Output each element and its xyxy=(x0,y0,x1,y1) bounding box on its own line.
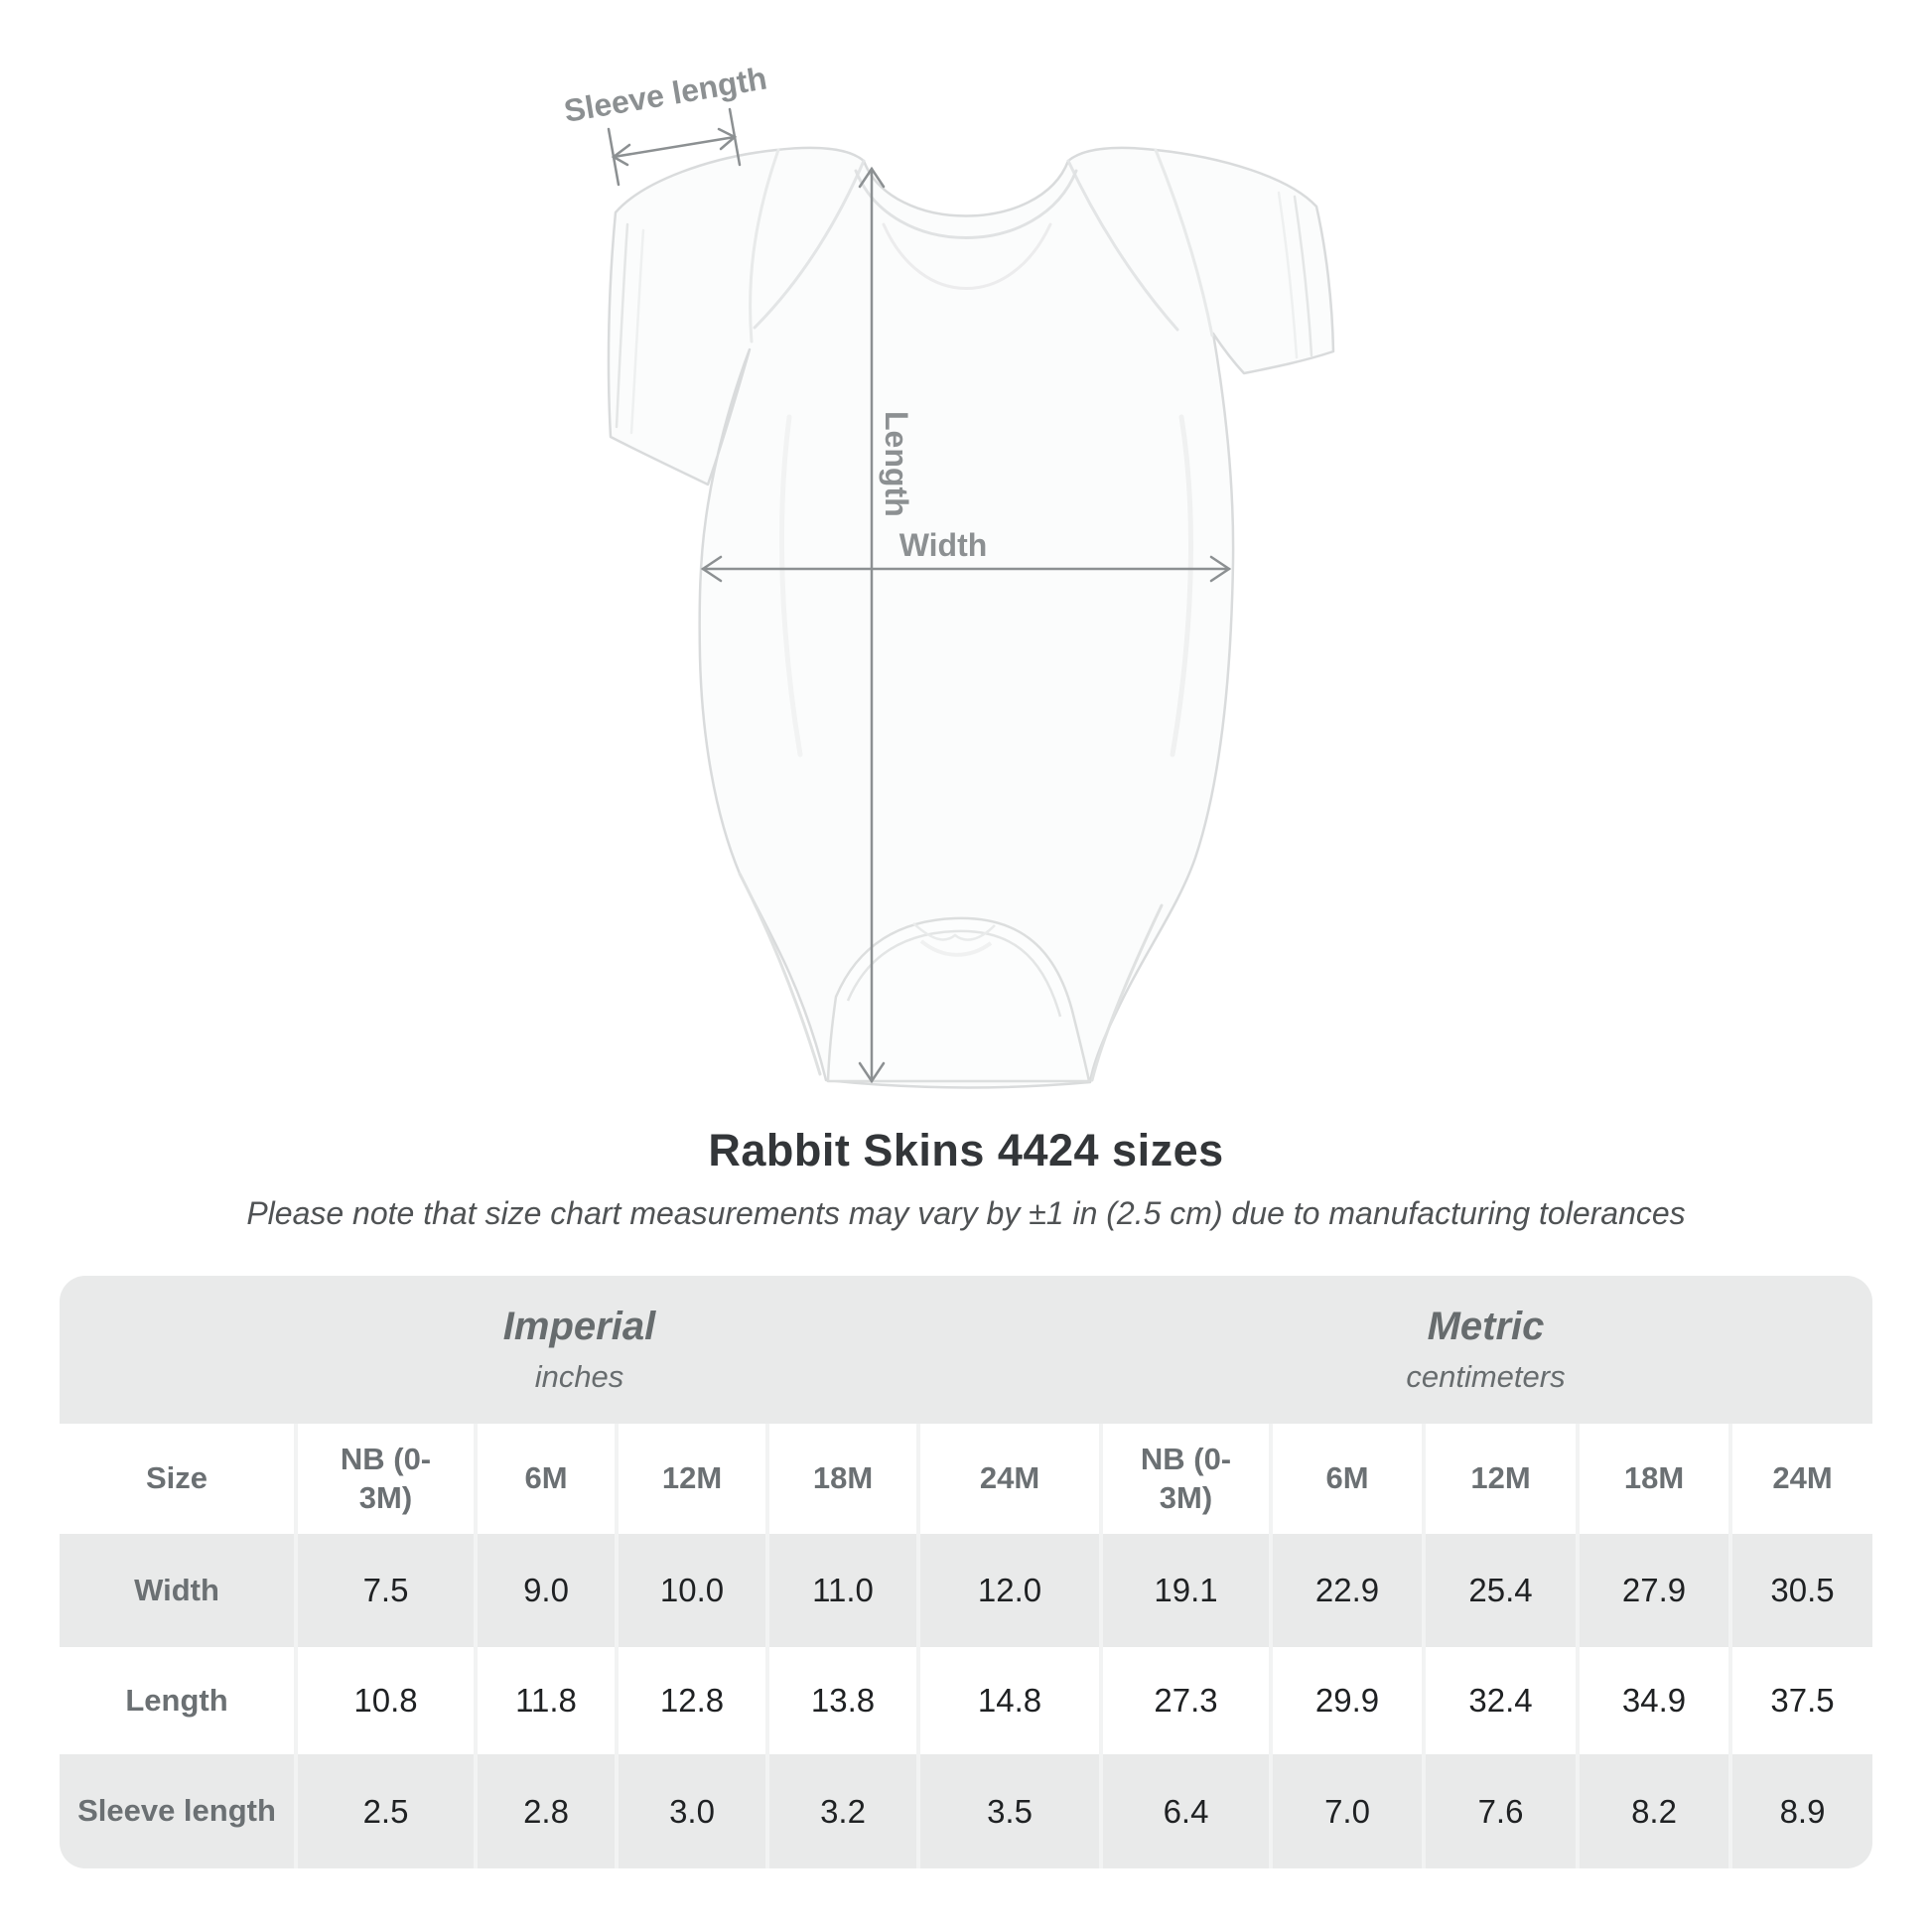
metric-header: Metric centimeters xyxy=(1099,1276,1872,1424)
imperial-unit: inches xyxy=(534,1359,624,1394)
size-header-cell: NB (0-3M) xyxy=(294,1424,474,1534)
size-header-cell: NB (0-3M) xyxy=(1099,1424,1269,1534)
bodysuit-seams xyxy=(615,148,1313,1082)
sleeve-length-arrow xyxy=(607,107,742,187)
value-cell: 7.6 xyxy=(1422,1754,1576,1868)
imperial-header: Imperial inches xyxy=(60,1276,1099,1424)
value-cell: 10.8 xyxy=(294,1647,474,1754)
garment-diagram: Sleeve length Length Width xyxy=(561,60,1335,1089)
value-cell: 25.4 xyxy=(1422,1534,1576,1647)
row-label-cell: Length xyxy=(60,1647,294,1754)
width-label: Width xyxy=(899,527,988,563)
size-header-text: NB (0-3M) xyxy=(1140,1441,1232,1515)
size-header-cell: 24M xyxy=(1728,1424,1872,1534)
size-chart-table: Imperial inches Metric centimeters Size … xyxy=(60,1276,1872,1868)
size-header-cell: 18M xyxy=(765,1424,916,1534)
page-subtitle: Please note that size chart measurements… xyxy=(246,1195,1686,1231)
value-cell: 34.9 xyxy=(1576,1647,1728,1754)
value-cell: 8.2 xyxy=(1576,1754,1728,1868)
value-cell: 12.0 xyxy=(916,1534,1099,1647)
value-cell: 11.8 xyxy=(474,1647,615,1754)
value-cell: 32.4 xyxy=(1422,1647,1576,1754)
unit-header-band: Imperial inches Metric centimeters xyxy=(60,1276,1872,1424)
value-cell: 14.8 xyxy=(916,1647,1099,1754)
value-cell: 22.9 xyxy=(1269,1534,1422,1647)
width-arrow xyxy=(700,555,1232,583)
row-label-cell: Sleeve length xyxy=(60,1754,294,1868)
value-cell: 2.8 xyxy=(474,1754,615,1868)
metric-unit: centimeters xyxy=(1406,1359,1566,1394)
size-header-cell: 18M xyxy=(1576,1424,1728,1534)
bodysuit-outline xyxy=(607,146,1335,1089)
size-header-text: NB (0-3M) xyxy=(340,1441,432,1515)
sleeve-length-label: Sleeve length xyxy=(561,60,768,129)
size-header-cell: 12M xyxy=(1422,1424,1576,1534)
value-cell: 9.0 xyxy=(474,1534,615,1647)
size-header-cell: 6M xyxy=(1269,1424,1422,1534)
metric-label: Metric xyxy=(1427,1305,1545,1348)
size-header-cell: 12M xyxy=(615,1424,765,1534)
value-cell: 10.0 xyxy=(615,1534,765,1647)
page-title: Rabbit Skins 4424 sizes xyxy=(708,1125,1224,1175)
corner-header-cell: Size xyxy=(60,1424,294,1534)
size-header-cell: 6M xyxy=(474,1424,615,1534)
value-cell: 7.0 xyxy=(1269,1754,1422,1868)
value-cell: 6.4 xyxy=(1099,1754,1269,1868)
value-cell: 13.8 xyxy=(765,1647,916,1754)
measurement-annotations xyxy=(607,107,1232,1084)
value-cell: 3.0 xyxy=(615,1754,765,1868)
value-cell: 30.5 xyxy=(1728,1534,1872,1647)
row-label-cell: Width xyxy=(60,1534,294,1647)
value-cell: 11.0 xyxy=(765,1534,916,1647)
value-cell: 3.2 xyxy=(765,1754,916,1868)
length-label: Length xyxy=(879,411,914,517)
value-cell: 7.5 xyxy=(294,1534,474,1647)
length-arrow xyxy=(858,166,886,1084)
crotch-flap xyxy=(826,916,1091,1083)
imperial-label: Imperial xyxy=(502,1305,656,1348)
value-cell: 27.9 xyxy=(1576,1534,1728,1647)
value-cell: 37.5 xyxy=(1728,1647,1872,1754)
size-grid: Size NB (0-3M) 6M 12M 18M 24M NB (0-3M) … xyxy=(60,1424,1872,1868)
infant-bodysuit-illustration xyxy=(607,146,1335,1089)
value-cell: 2.5 xyxy=(294,1754,474,1868)
size-header-cell: 24M xyxy=(916,1424,1099,1534)
value-cell: 3.5 xyxy=(916,1754,1099,1868)
value-cell: 19.1 xyxy=(1099,1534,1269,1647)
value-cell: 12.8 xyxy=(615,1647,765,1754)
value-cell: 8.9 xyxy=(1728,1754,1872,1868)
value-cell: 27.3 xyxy=(1099,1647,1269,1754)
value-cell: 29.9 xyxy=(1269,1647,1422,1754)
